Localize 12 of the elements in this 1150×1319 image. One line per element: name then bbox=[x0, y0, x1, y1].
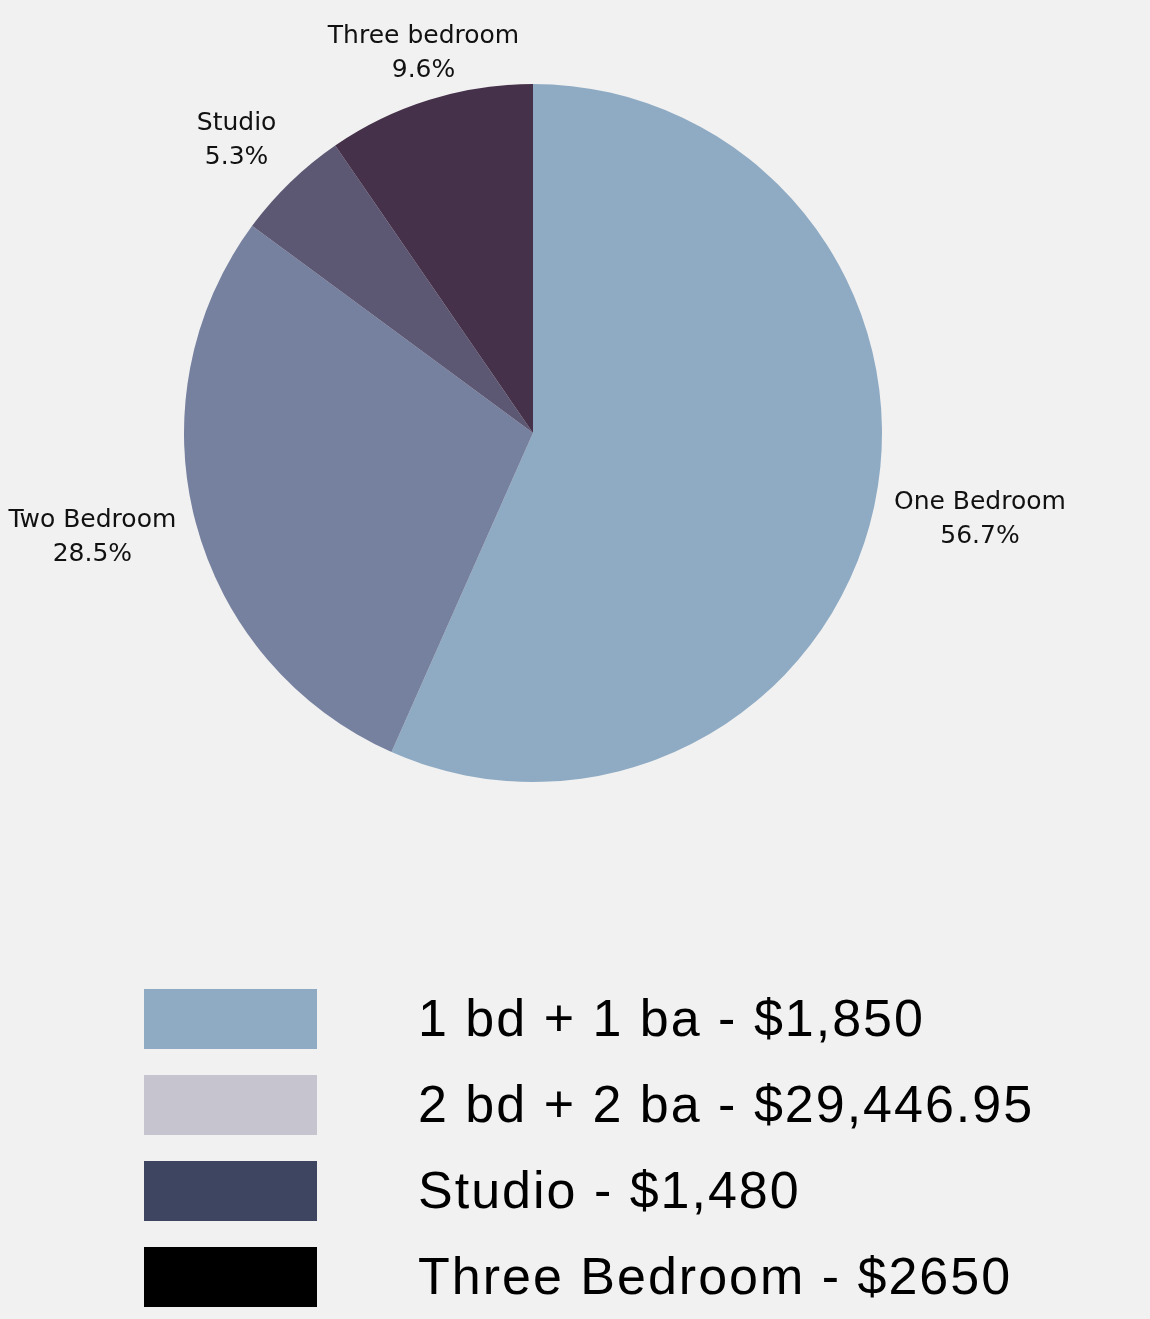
text: Three Bedroom - $2650 bbox=[418, 1246, 1013, 1307]
slice-label: One Bedroom bbox=[893, 486, 1066, 516]
text: 1 bd + 1 ba - $1,850 bbox=[418, 988, 925, 1049]
data-label: 28.5% bbox=[52, 538, 133, 568]
slice-label: Two Bedroom bbox=[7, 504, 177, 534]
text: Studio - $1,480 bbox=[418, 1160, 801, 1221]
slice-label: Studio bbox=[196, 106, 277, 136]
data-label: 5.3% bbox=[204, 140, 269, 170]
slice-label: Three bedroom bbox=[326, 19, 520, 49]
data-label: 9.6% bbox=[391, 53, 456, 83]
data-label: 56.7% bbox=[940, 520, 1020, 550]
text: 2 bd + 2 ba - $29,446.95 bbox=[418, 1074, 1035, 1135]
